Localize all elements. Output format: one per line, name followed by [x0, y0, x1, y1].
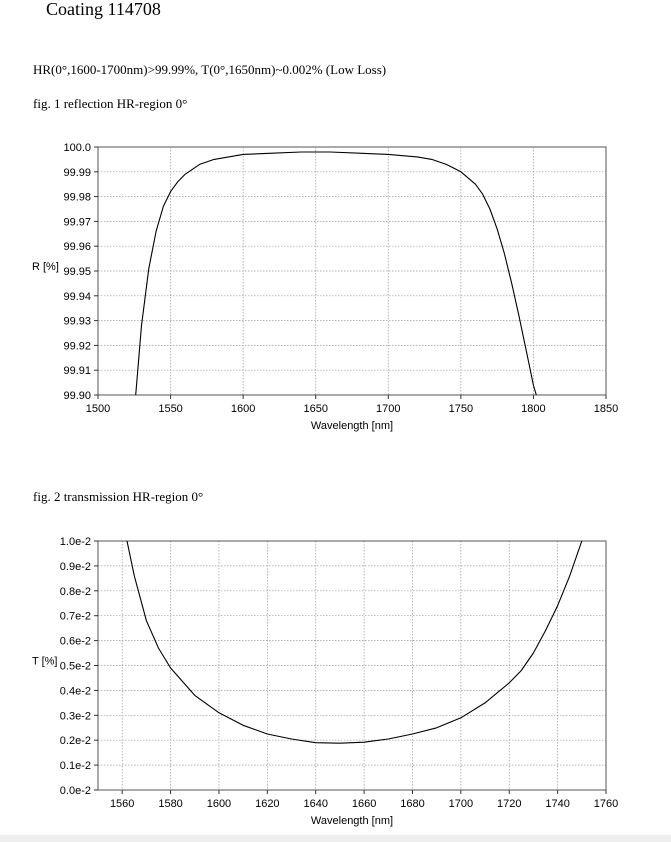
y-tick-label: 99.97	[63, 216, 91, 228]
y-tick-label: 99.98	[63, 192, 91, 204]
y-tick-label: 0.5e-2	[60, 661, 91, 673]
y-tick-label: 1.0e-2	[60, 536, 91, 548]
y-tick-label: 100.0	[63, 142, 91, 154]
x-tick-label: 1850	[594, 403, 618, 415]
y-tick-label: 99.90	[63, 390, 91, 402]
x-axis-label: Wavelength [nm]	[311, 815, 393, 827]
x-tick-label: 1560	[110, 798, 134, 810]
y-tick-label: 0.7e-2	[60, 611, 91, 623]
x-tick-label: 1550	[158, 403, 182, 415]
x-tick-label: 1680	[400, 798, 424, 810]
y-tick-label: 99.91	[63, 365, 91, 377]
x-tick-label: 1580	[158, 798, 182, 810]
x-tick-label: 1650	[303, 403, 327, 415]
y-tick-label: 0.6e-2	[60, 636, 91, 648]
fig2-caption: fig. 2 transmission HR-region 0°	[33, 489, 204, 504]
y-tick-label: 0.1e-2	[60, 760, 91, 772]
coating-spec: HR(0°,1600-1700nm)>99.99%, T(0°,1650nm)~…	[33, 62, 387, 77]
page-title: Coating 114708	[46, 0, 161, 19]
x-tick-label: 1500	[86, 403, 110, 415]
x-tick-label: 1800	[521, 403, 545, 415]
x-tick-label: 1700	[376, 403, 400, 415]
x-tick-label: 1600	[231, 403, 255, 415]
y-tick-label: 0.0e-2	[60, 785, 91, 797]
x-tick-label: 1640	[303, 798, 327, 810]
x-tick-label: 1620	[255, 798, 279, 810]
fig1-caption: fig. 1 reflection HR-region 0°	[33, 96, 188, 111]
x-tick-label: 1720	[497, 798, 521, 810]
transmission-chart: 1560 1580 1600 1620 1640 1660 1680 1700 1720 1740…	[32, 536, 618, 827]
x-tick-label: 1760	[594, 798, 618, 810]
y-tick-label: 99.96	[63, 241, 91, 253]
y-tick-label: 99.92	[63, 340, 91, 352]
y-tick-label: 0.8e-2	[60, 586, 91, 598]
x-axis-label: Wavelength [nm]	[311, 420, 393, 432]
y-tick-label: 99.94	[63, 291, 91, 303]
y-tick-label: 0.3e-2	[60, 710, 91, 722]
series-line	[135, 151, 537, 396]
y-axis-label: R [%]	[32, 261, 59, 273]
y-tick-label: 99.93	[63, 316, 91, 328]
series-line	[126, 540, 583, 744]
y-axis-label: T [%]	[32, 656, 57, 668]
x-tick-label: 1750	[449, 403, 473, 415]
y-tick-label: 0.4e-2	[60, 685, 91, 697]
y-tick-label: 0.2e-2	[60, 735, 91, 747]
x-tick-label: 1600	[207, 798, 231, 810]
y-tick-label: 99.95	[63, 266, 91, 278]
x-tick-label: 1700	[449, 798, 473, 810]
page-bottom-strip	[0, 835, 671, 842]
x-tick-label: 1740	[545, 798, 569, 810]
x-tick-label: 1660	[352, 798, 376, 810]
y-tick-label: 0.9e-2	[60, 561, 91, 573]
reflection-chart: 1500 1550 1600 1650 1700 1750 1800 1850 99.90 99.…	[32, 142, 618, 432]
y-tick-label: 99.99	[63, 167, 91, 179]
